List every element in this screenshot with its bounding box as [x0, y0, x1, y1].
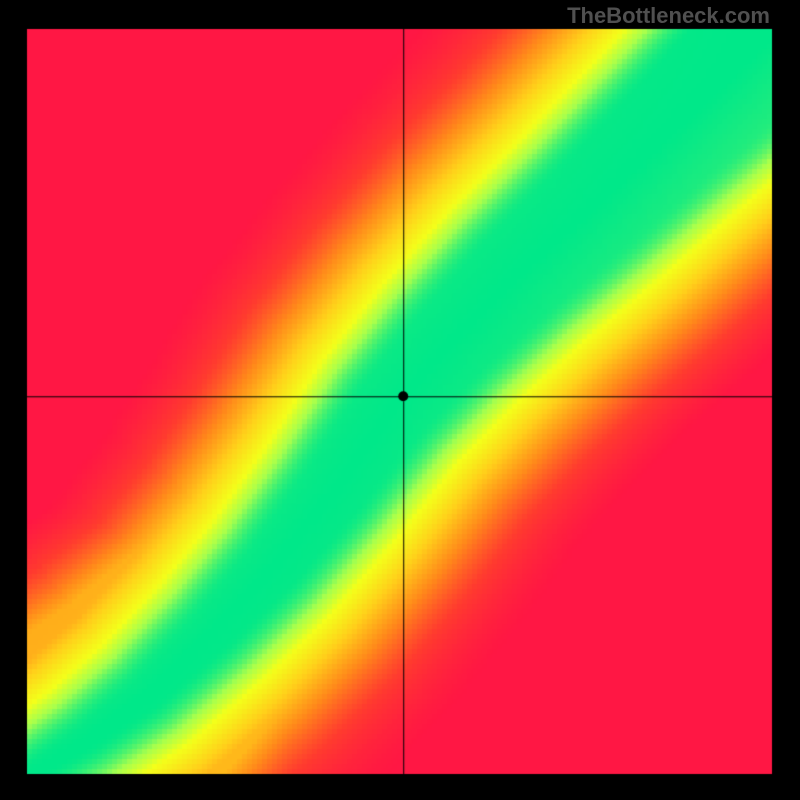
- watermark-text: TheBottleneck.com: [567, 3, 770, 29]
- bottleneck-heatmap-canvas: [0, 0, 800, 800]
- chart-container: TheBottleneck.com: [0, 0, 800, 800]
